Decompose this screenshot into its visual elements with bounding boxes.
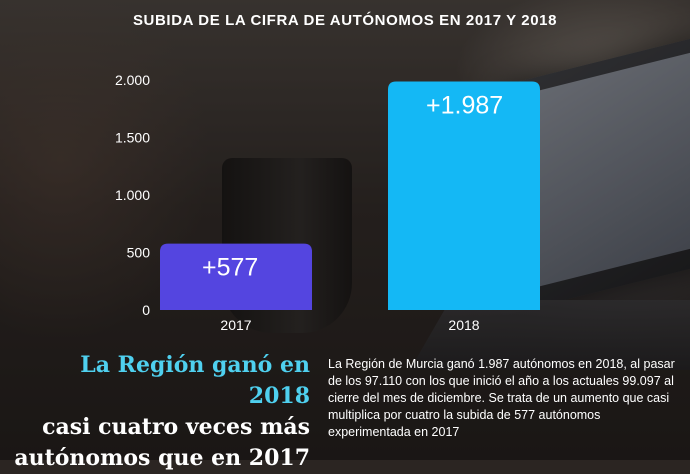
y-tick-label: 500: [127, 245, 151, 261]
bars: +577 +1.987: [160, 81, 540, 311]
y-tick-label: 2.000: [115, 72, 150, 88]
data-label-2017: +577: [202, 254, 258, 282]
data-label-2018: +1.987: [426, 91, 503, 119]
headline: La Región ganó en 2018 casi cuatro veces…: [14, 350, 310, 474]
x-tick-label-2017: 2017: [220, 317, 251, 333]
headline-rest: casi cuatro veces más autónomos que en 2…: [14, 414, 310, 471]
bar-2017: [160, 243, 312, 310]
headline-highlight: La Región ganó en 2018: [80, 352, 310, 409]
background-photo: [0, 0, 690, 460]
bar-2018: [388, 81, 540, 311]
chart-title: SUBIDA DE LA CIFRA DE AUTÓNOMOS EN 2017 …: [132, 12, 558, 29]
y-tick-label: 1.500: [115, 130, 150, 146]
y-tick-label: 1.000: [115, 187, 150, 203]
x-tick-label-2018: 2018: [448, 317, 479, 333]
y-axis: 0 500 1.000 1.500 2.000: [115, 72, 150, 318]
x-axis: 2017 2018: [220, 317, 479, 333]
body-paragraph: La Región de Murcia ganó 1.987 autónomos…: [328, 357, 675, 439]
bar-chart: 0 500 1.000 1.500 2.000 +577 +1.987 2017 2018: [115, 72, 540, 333]
y-tick-label: 0: [142, 302, 150, 318]
